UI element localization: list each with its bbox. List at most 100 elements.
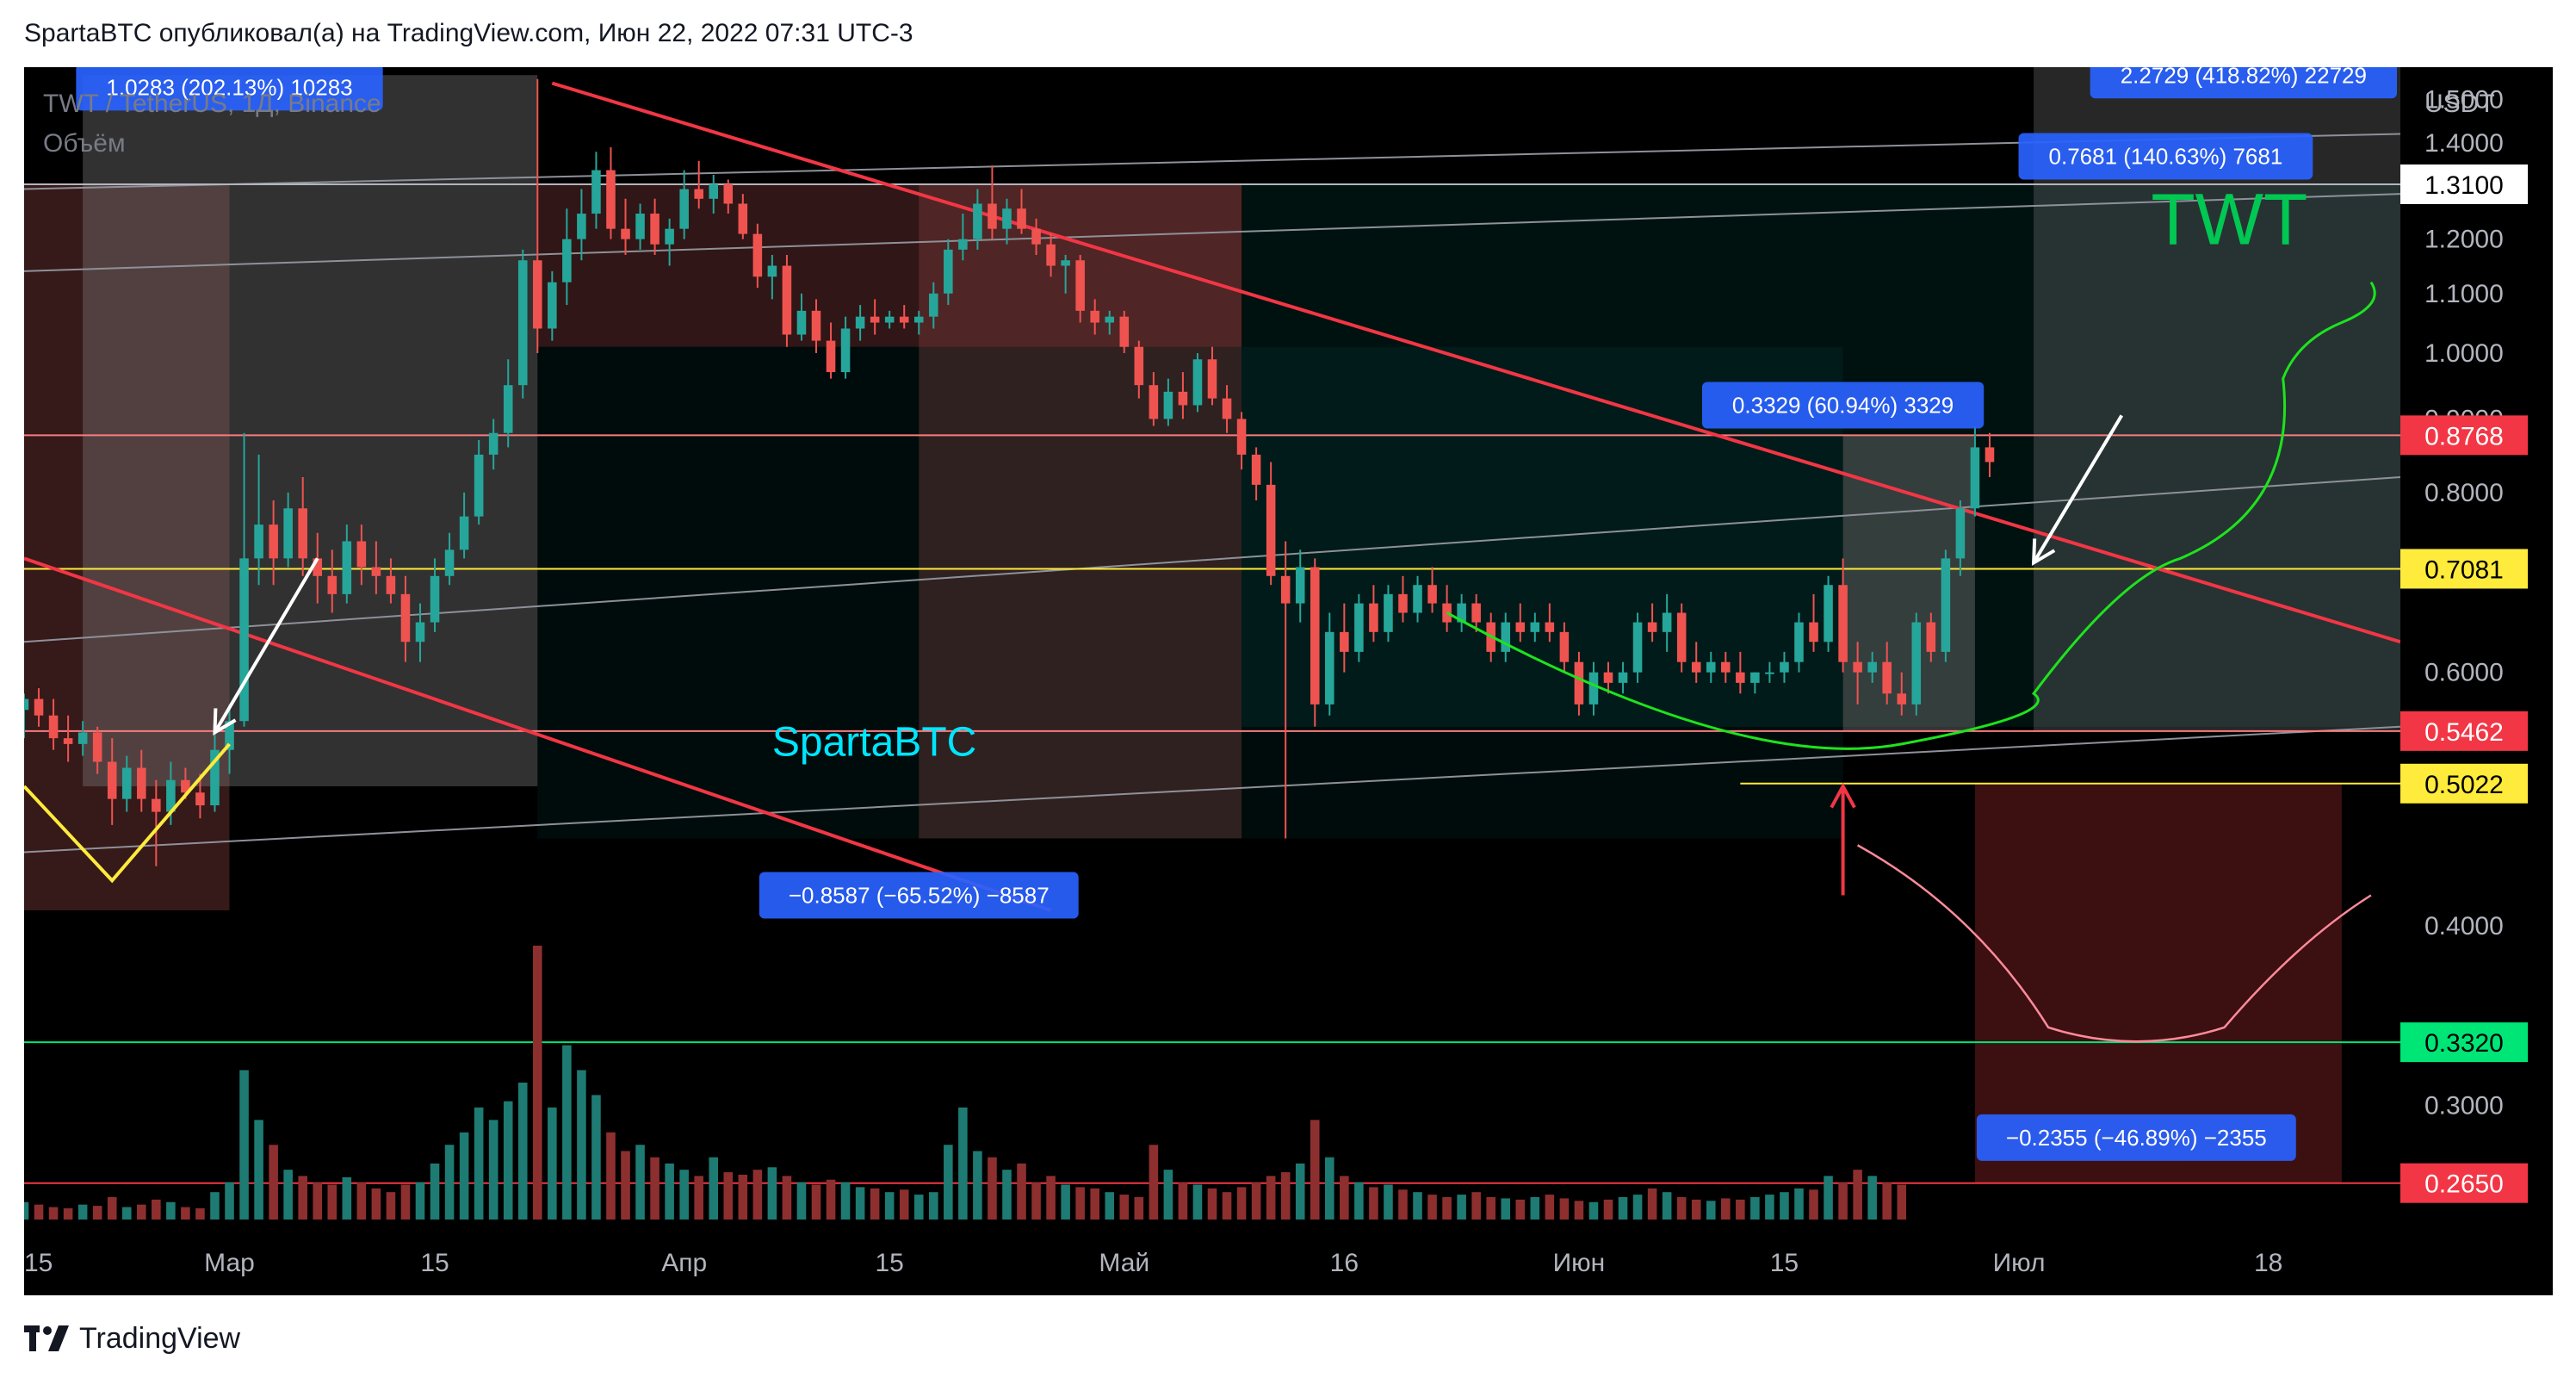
volume-bar: [1149, 1145, 1159, 1220]
candle-body: [752, 233, 763, 277]
zone-gray-early: [83, 75, 538, 786]
candle-body: [679, 189, 689, 229]
white-arrow-right-head: [2031, 538, 2056, 566]
measure-label-box: [76, 67, 383, 111]
volume-bar: [1354, 1182, 1364, 1220]
candle-body: [650, 214, 659, 245]
volume-bar: [1603, 1199, 1613, 1220]
volume-bar: [1457, 1195, 1466, 1220]
tradingview-logo-icon[interactable]: [24, 1325, 69, 1351]
price-chart[interactable]: 1.0283 (202.13%) 10283 0.7681 (140.63%) 7…: [24, 67, 2553, 1295]
volume-bar: [1222, 1192, 1232, 1220]
candle-body: [63, 738, 73, 744]
candle-body: [1985, 447, 1995, 462]
candle-body: [371, 567, 381, 576]
measure-label: −0.8587 (−65.52%) −8587: [789, 883, 1050, 909]
volume-bar: [944, 1145, 953, 1220]
candle-body: [166, 779, 176, 812]
candle-body: [1618, 672, 1628, 683]
candle-body: [1676, 612, 1687, 662]
candle-body: [635, 214, 645, 239]
candle-body: [459, 516, 469, 550]
volume-bar: [958, 1107, 968, 1220]
volume-bar: [1736, 1199, 1745, 1220]
candle-body: [1794, 622, 1804, 662]
volume-bar: [1706, 1201, 1716, 1220]
candle-body: [1824, 585, 1833, 642]
candle-body: [840, 328, 851, 373]
footer: TradingView: [24, 1318, 240, 1359]
volume-bar: [137, 1204, 146, 1220]
candle-body: [826, 340, 836, 373]
candle-body: [1780, 661, 1789, 673]
volume-bar: [1442, 1196, 1452, 1220]
volume-bar: [24, 1201, 29, 1220]
volume-bar: [342, 1176, 352, 1220]
candle-body: [77, 732, 88, 744]
volume-bar: [899, 1189, 909, 1220]
candle-body: [444, 549, 455, 576]
candle-body: [694, 189, 703, 199]
candle-body: [210, 749, 220, 806]
volume-bar: [1809, 1189, 1818, 1220]
volume-bar: [1676, 1196, 1687, 1220]
candle-body: [1809, 622, 1818, 642]
candle-body: [474, 454, 484, 517]
candle-body: [899, 316, 909, 323]
volume-bar: [1002, 1170, 1012, 1220]
price-badge-label: 0.2650: [2424, 1170, 2504, 1199]
volume-bar: [1559, 1198, 1570, 1220]
volume-bar: [63, 1207, 73, 1220]
candle-body: [973, 203, 982, 239]
volume-bar: [665, 1163, 674, 1220]
volume-bar: [430, 1163, 440, 1220]
candle-body: [1662, 612, 1672, 632]
measure-label: 0.7681 (140.63%) 7681: [2049, 143, 2283, 169]
volume-bar: [1853, 1170, 1862, 1220]
volume-bar: [298, 1176, 307, 1220]
volume-bar: [1750, 1196, 1760, 1220]
chart-area[interactable]: 1.0283 (202.13%) 10283 0.7681 (140.63%) 7…: [24, 67, 2553, 1295]
price-badge: [2400, 1163, 2528, 1203]
candle-body: [342, 541, 352, 594]
volume-bar: [1369, 1187, 1378, 1220]
price-badge: [2400, 415, 2528, 456]
volume-bar: [415, 1182, 425, 1220]
volume-bar: [1721, 1198, 1731, 1220]
candle-body: [1398, 593, 1408, 613]
candle-body: [298, 508, 307, 559]
spartabtc-annotation: SpartaBTC: [772, 720, 976, 766]
candle-body: [1882, 661, 1892, 694]
price-badge-label: 0.8768: [2424, 422, 2504, 450]
candle-body: [1251, 454, 1261, 485]
candle-body: [1427, 585, 1437, 604]
volume-bar: [254, 1120, 263, 1220]
candle-body: [1765, 672, 1774, 674]
volume-bar: [1897, 1184, 1907, 1220]
candle-body: [1501, 622, 1511, 652]
candle-body: [1031, 228, 1041, 245]
candle-body: [1149, 385, 1159, 419]
candle-body: [591, 170, 601, 214]
volume-bar: [884, 1192, 895, 1220]
volume-bar: [782, 1176, 792, 1220]
candle-body: [1471, 603, 1481, 623]
volume-bar: [488, 1120, 498, 1220]
volume-bar: [679, 1170, 689, 1220]
volume-bar: [1105, 1192, 1115, 1220]
x-tick-label: 15: [1770, 1249, 1799, 1277]
candle-body: [195, 792, 205, 806]
candle-body: [327, 575, 337, 594]
candle-body: [796, 310, 807, 335]
volume-bar: [738, 1174, 748, 1220]
volume-bar: [1501, 1198, 1511, 1220]
volume-bar: [166, 1201, 176, 1220]
candle-body: [34, 698, 44, 716]
volume-bar: [107, 1196, 117, 1220]
volume-bar: [913, 1195, 924, 1220]
candle-body: [1911, 622, 1922, 705]
candle-body: [1280, 575, 1291, 604]
volume-bar: [562, 1045, 572, 1220]
candle-body: [400, 593, 411, 642]
x-tick-label: Мар: [204, 1249, 255, 1277]
